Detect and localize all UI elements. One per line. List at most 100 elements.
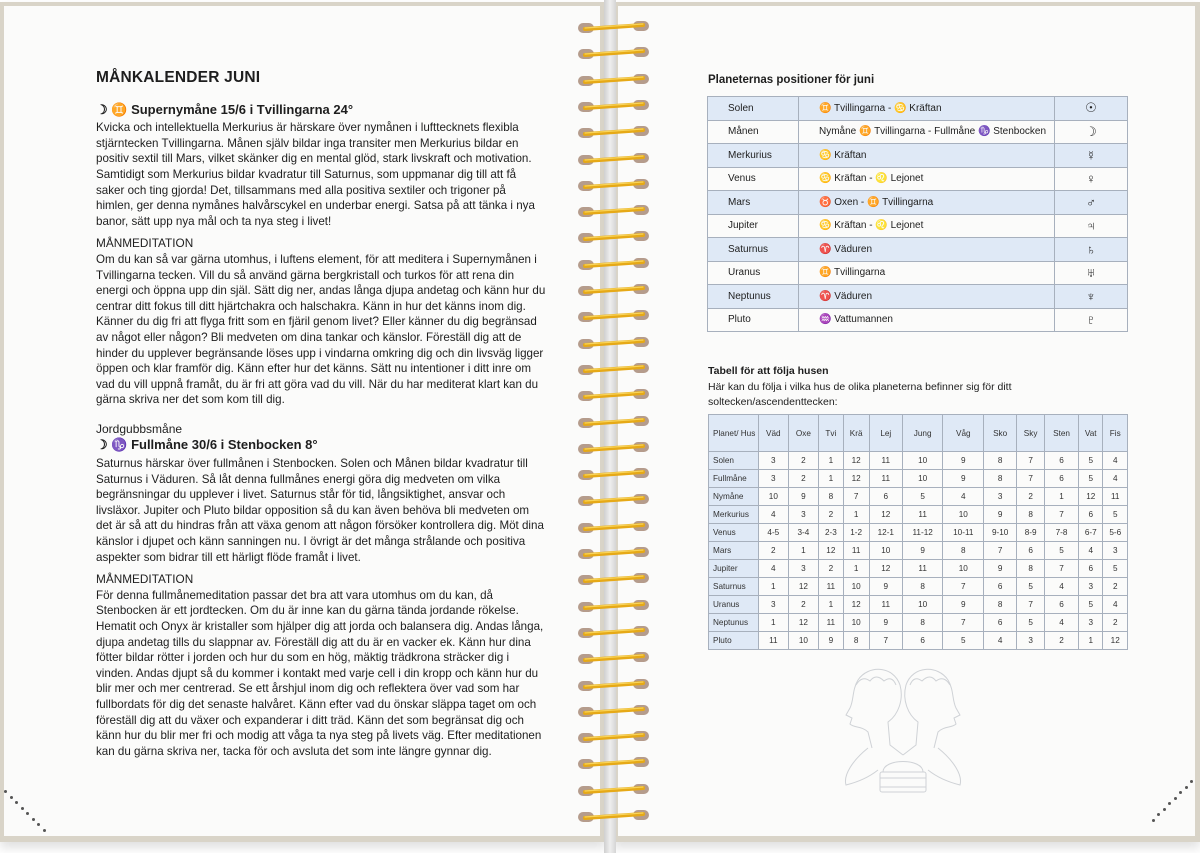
house-cell: 1: [758, 577, 789, 596]
perforation-dot: [1184, 785, 1188, 789]
spiral-ring: [578, 415, 649, 428]
planet-name: Jupiter: [707, 213, 799, 238]
perforation-dot: [42, 828, 46, 832]
planet-position: ♈ Väduren: [798, 284, 1055, 309]
planet-row: Jupiter ♋ Kräftan - ♌ Lejonet ♃: [707, 213, 1128, 238]
spiral-ring: [578, 757, 649, 770]
spiral-ring: [578, 126, 649, 139]
house-cell: 3: [787, 559, 820, 578]
planet-symbol-icon: ♅: [1054, 260, 1128, 285]
house-cell: 5: [1044, 541, 1080, 560]
house-cell: 1: [842, 559, 870, 578]
planet-name: Venus: [707, 166, 799, 191]
house-row-label: Jupiter: [708, 559, 759, 578]
planet-name: Månen: [707, 119, 799, 144]
house-cell: 11-12: [901, 523, 944, 542]
house-cell: 12: [787, 613, 820, 632]
house-cell: 9: [942, 451, 985, 470]
house-cell: 12: [868, 505, 903, 524]
house-cell: 3: [1078, 613, 1104, 632]
house-table-description: Här kan du följa i vilka hus de olika pl…: [708, 380, 1012, 409]
house-cell: 3-4: [787, 523, 820, 542]
house-cell: 5-6: [1102, 523, 1128, 542]
house-column-header: Sten: [1044, 414, 1080, 452]
planet-row: Månen Nymåne ♊ Tvillingarna - Fullmåne ♑…: [707, 119, 1128, 144]
planet-name: Merkurius: [707, 143, 799, 168]
house-cell: 8: [901, 577, 944, 596]
house-cell: 8-9: [1016, 523, 1046, 542]
spiral-ring: [578, 468, 649, 481]
planet-row: Saturnus ♈ Väduren ♄: [707, 237, 1128, 262]
house-cell: 9: [868, 577, 903, 596]
house-row: Mars 2 1 12 11 10 9 8 7 6 5 4 3: [708, 541, 1128, 560]
house-cell: 4: [1102, 469, 1128, 488]
planet-position: ♋ Kräftan - ♌ Lejonet: [798, 213, 1055, 238]
spiral-ring: [578, 73, 649, 86]
planet-name: Mars: [707, 190, 799, 215]
house-cell: 4: [758, 559, 789, 578]
spiral-ring: [578, 599, 649, 612]
spiral-ring: [578, 547, 649, 559]
spiral-ring: [578, 21, 649, 33]
full-moon-heading: ☽ ♑ Fullmåne 30/6 i Stenbocken 8°: [96, 437, 318, 453]
house-cell: 7: [1016, 451, 1046, 470]
perforation-dot: [1190, 780, 1193, 783]
spiral-ring: [578, 231, 649, 244]
house-cell: 1: [818, 595, 844, 614]
spiral-ring: [578, 731, 649, 744]
house-cell: 6-7: [1078, 523, 1104, 542]
house-cell: 12: [842, 469, 870, 488]
house-cell: 6: [1078, 559, 1104, 578]
house-cell: 11: [758, 631, 789, 650]
house-cell: 6: [1044, 451, 1080, 470]
perforation-dot: [31, 817, 35, 821]
planet-name: Solen: [707, 96, 799, 121]
house-cell: 12: [1078, 487, 1104, 506]
house-cell: 9: [787, 487, 820, 506]
spiral-ring: [578, 678, 649, 691]
spiral-ring: [578, 625, 649, 638]
perforation-dot: [1173, 796, 1177, 800]
planet-table-title: Planeternas positioner för juni: [708, 74, 875, 86]
house-cell: 4: [1044, 577, 1080, 596]
house-cell: 7: [983, 541, 1018, 560]
house-cell: 6: [1078, 505, 1104, 524]
house-row: Merkurius 4 3 2 1 12 11 10 9 8 7 6 5: [708, 505, 1128, 524]
spiral-ring: [578, 310, 649, 323]
left-page: [4, 6, 600, 836]
house-cell: 2: [1102, 613, 1128, 632]
house-cell: 5: [1102, 559, 1128, 578]
spiral-ring: [578, 178, 649, 191]
planet-name: Neptunus: [707, 284, 799, 309]
house-row: Pluto 11 10 9 8 7 6 5 4 3 2 1 12: [708, 631, 1128, 650]
perforation-dot: [15, 801, 18, 804]
house-cell: 1: [818, 451, 844, 470]
house-cell: 11: [1102, 487, 1128, 506]
house-cell: 2: [787, 595, 820, 614]
house-row: Uranus 3 2 1 12 11 10 9 8 7 6 5 4: [708, 595, 1128, 614]
house-cell: 3: [1102, 541, 1128, 560]
planet-symbol-icon: ☿: [1054, 143, 1128, 168]
house-cell: 8: [983, 469, 1018, 488]
house-column-header: Sky: [1016, 414, 1046, 452]
planet-row: Uranus ♊ Tvillingarna ♅: [707, 260, 1128, 285]
spiral-ring: [578, 441, 649, 454]
house-cell: 11: [868, 469, 903, 488]
planet-name: Uranus: [707, 260, 799, 285]
spiral-ring: [578, 573, 649, 586]
house-cell: 7: [942, 577, 985, 596]
meditation-title: MÅNMEDITATION: [96, 572, 194, 587]
new-moon-body: Kvicka och intellektuella Merkurius är h…: [96, 121, 535, 228]
house-row-label: Merkurius: [708, 505, 759, 524]
house-row-label: Pluto: [708, 631, 759, 650]
house-cell: 10: [901, 451, 944, 470]
perforation-dot: [26, 812, 29, 815]
house-cell: 1-2: [842, 523, 870, 542]
house-cell: 6: [1044, 469, 1080, 488]
house-cell: 10: [842, 577, 870, 596]
house-cell: 5: [1016, 613, 1046, 632]
full-moon-body: Saturnus härskar över fullmånen i Stenbo…: [96, 457, 544, 564]
house-row: Saturnus 1 12 11 10 9 8 7 6 5 4 3 2: [708, 577, 1128, 596]
house-cell: 4: [1044, 613, 1080, 632]
planet-position: ♊ Tvillingarna: [798, 260, 1055, 285]
